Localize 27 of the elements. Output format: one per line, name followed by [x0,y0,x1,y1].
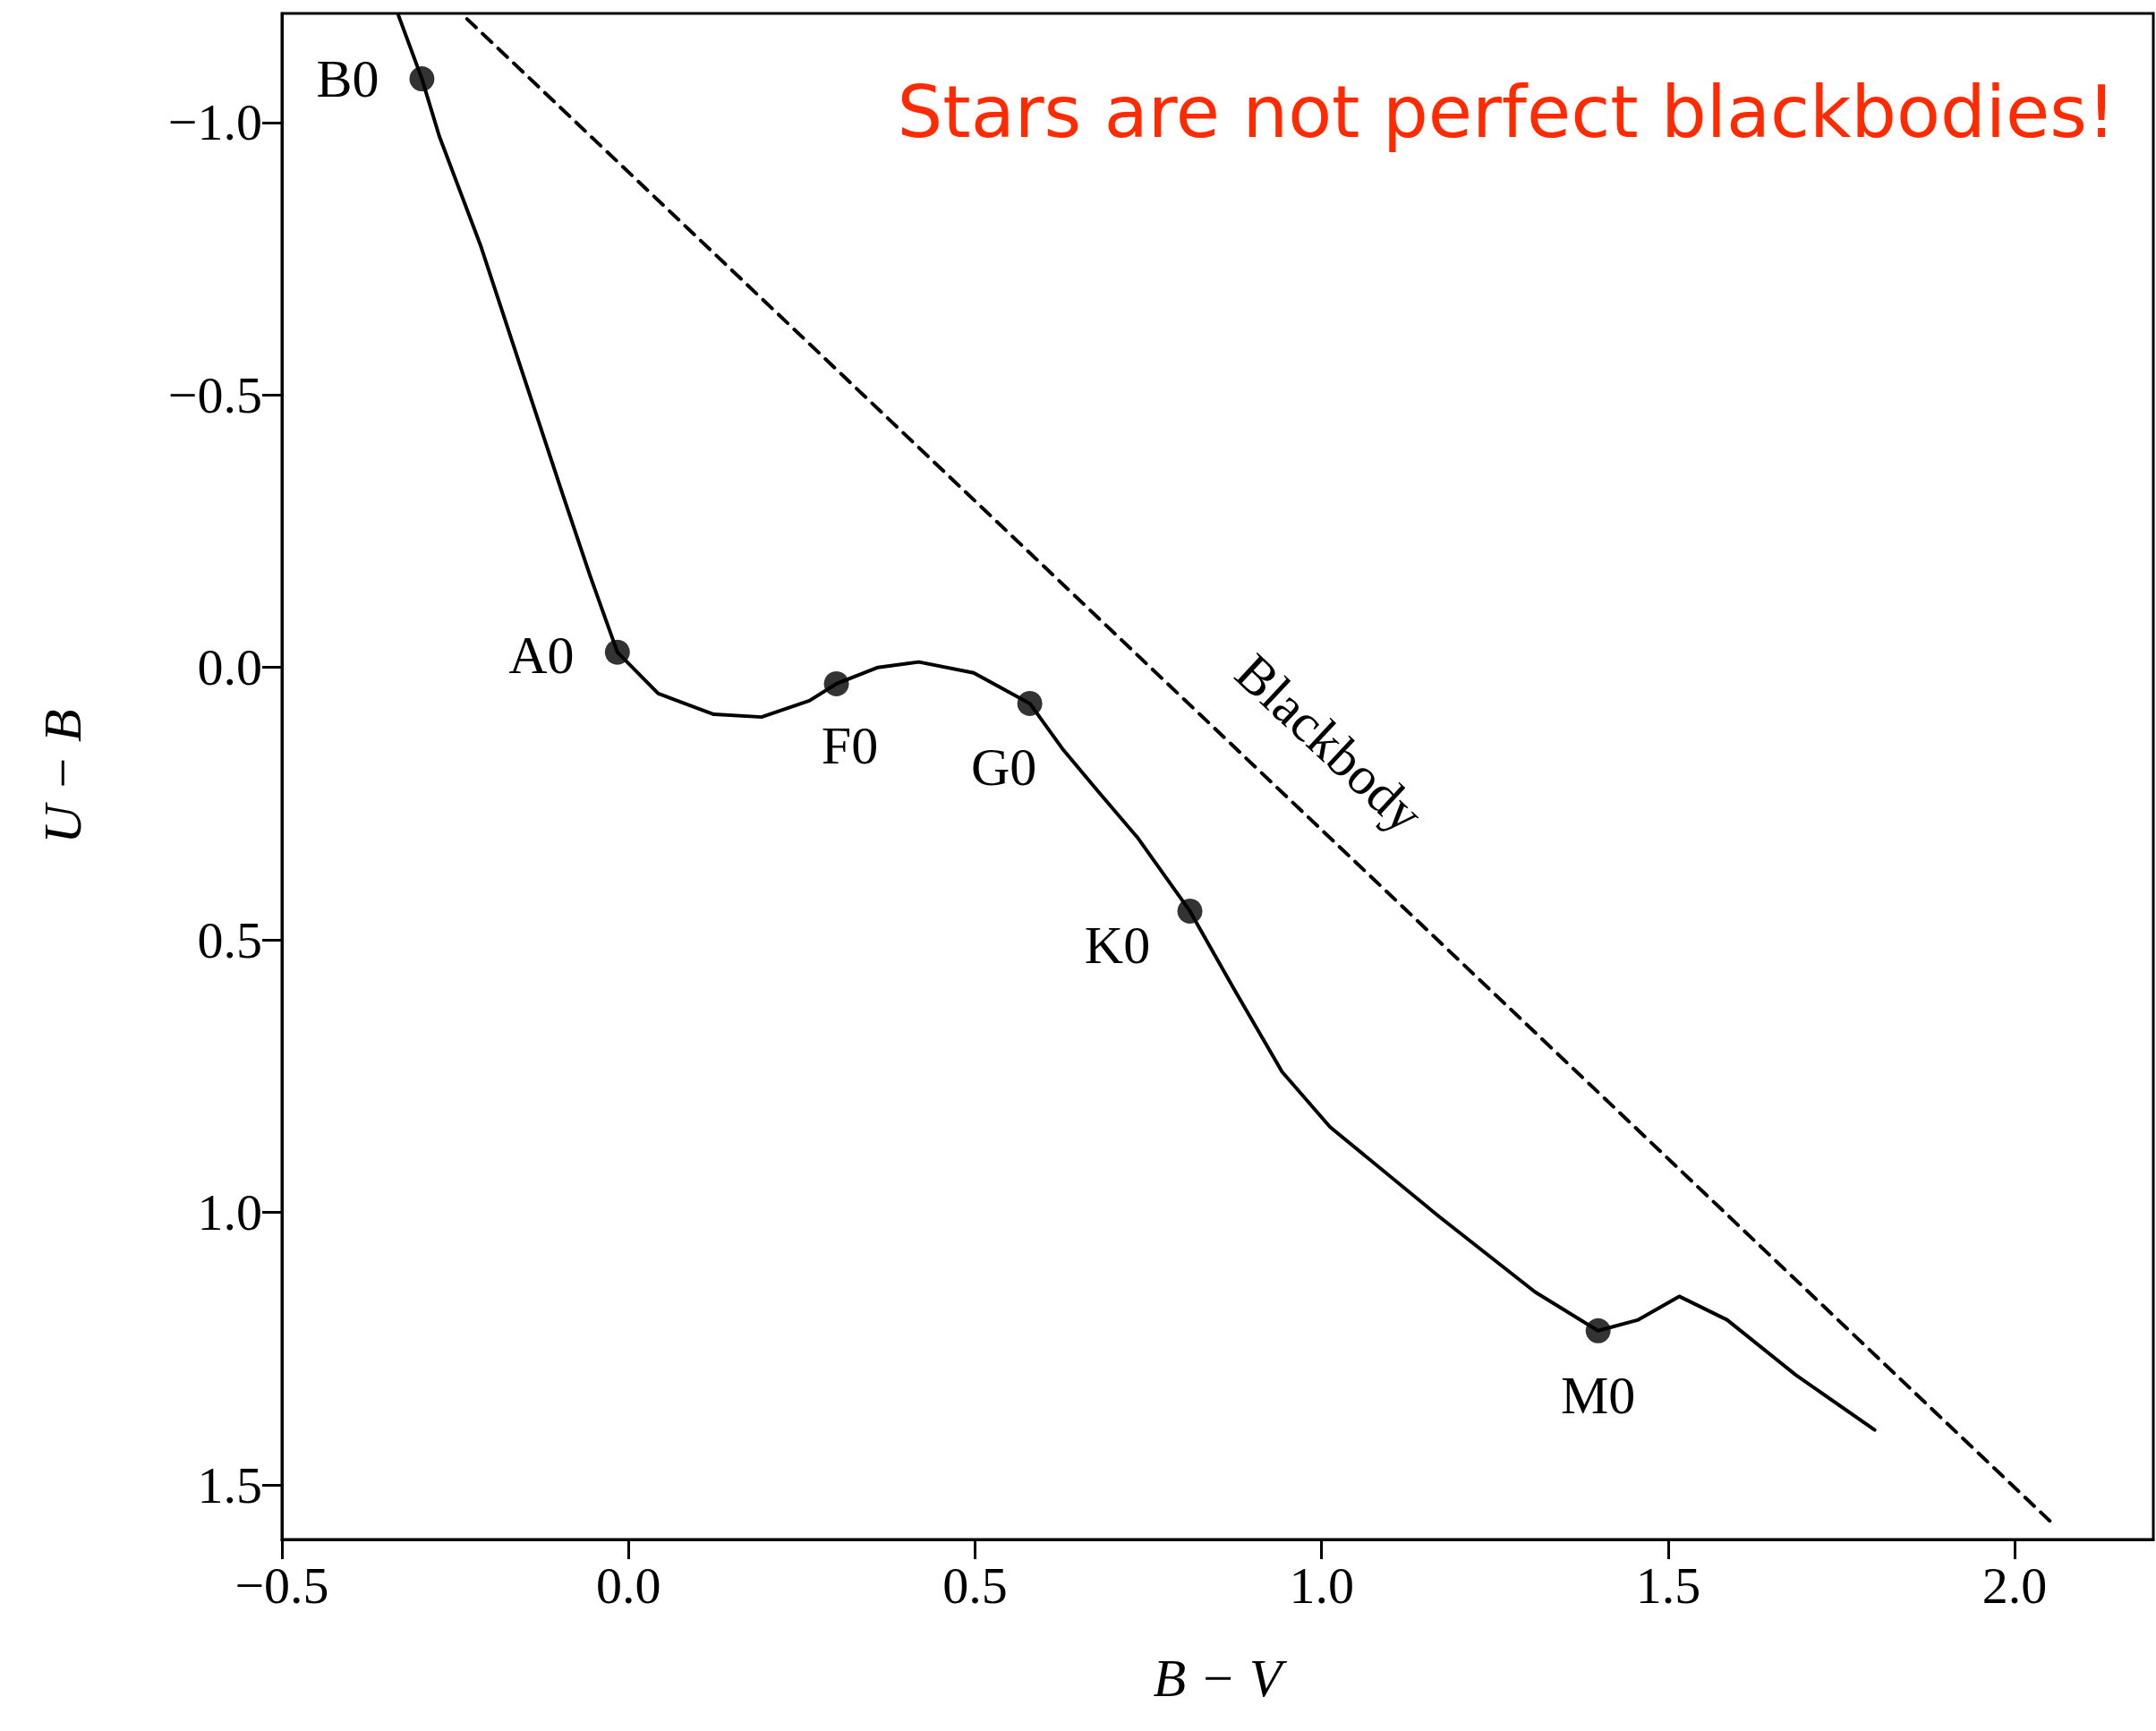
annotation: K0 [1084,915,1151,975]
point [1585,1317,1611,1343]
point [409,66,435,92]
x-axis-title: B − V [1153,1649,1288,1708]
point [1017,690,1043,716]
y-tick-label: 0.5 [197,910,262,969]
y-axis-title: U − B [33,709,92,844]
annotation: M0 [1560,1365,1636,1425]
x-tick-label: 1.5 [1635,1556,1701,1615]
annotation: F0 [821,715,879,775]
x-tick-label: −0.5 [234,1556,329,1615]
annotation: B0 [316,49,379,109]
text: Stars are not perfect blackbodies! [897,70,2117,154]
y-tick-label: 1.5 [197,1455,262,1514]
point [823,670,849,696]
y-tick-label: −0.5 [167,365,262,424]
annotation: G0 [970,737,1037,797]
y-tick-label: 0.0 [197,638,262,697]
point [604,639,630,665]
x-tick-label: 0.5 [942,1556,1008,1615]
x-tick-label: 2.0 [1981,1556,2048,1615]
x-tick-label: 1.0 [1289,1556,1354,1615]
point [1177,898,1203,924]
annotation: A0 [508,625,575,685]
x-tick-label: 0.0 [595,1556,661,1615]
y-tick-label: −1.0 [167,93,262,152]
y-tick-label: 1.0 [197,1183,262,1242]
